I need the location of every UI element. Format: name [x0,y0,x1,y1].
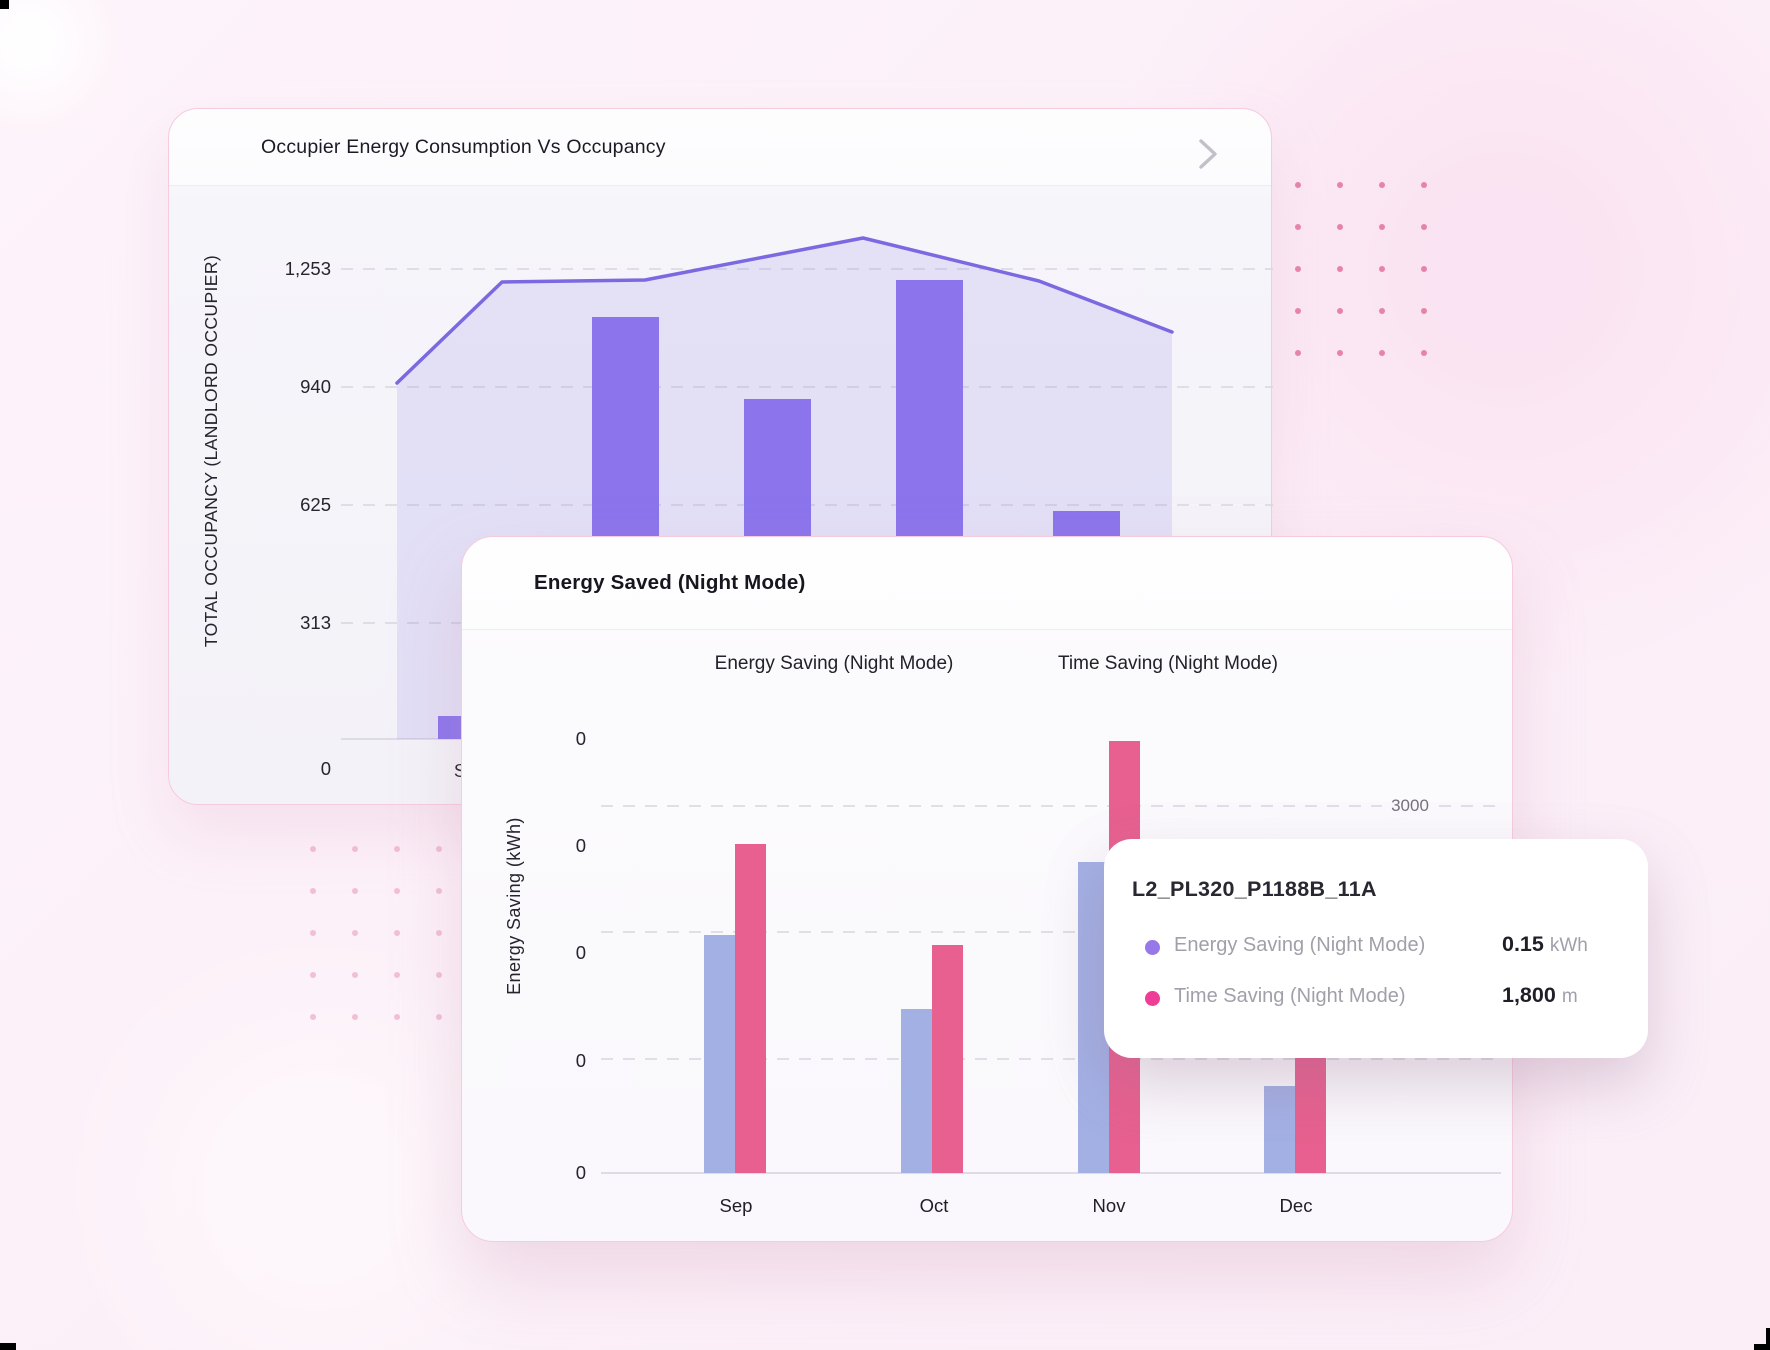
month-label-sep: Sep [719,1195,753,1216]
decorative-dot [309,1013,317,1021]
energy-y-tick: 0 [575,942,586,963]
occupancy-y-tick: 1,253 [284,258,331,279]
decorative-dot [1294,265,1302,273]
decorative-dot [1420,307,1428,315]
decorative-dot [351,887,359,895]
decorative-dot [435,929,443,937]
decorative-dot [309,971,317,979]
occupancy-y-tick: 0 [320,758,331,779]
right-axis-tick-3000: 3000 [1391,796,1429,815]
tooltip-value: 0.15 [1502,932,1544,956]
decorative-dot [1336,181,1344,189]
decorative-dot [393,971,401,979]
decorative-dot [309,929,317,937]
energy-y-tick: 0 [575,835,586,856]
month-label-nov: Nov [1092,1195,1126,1216]
tooltip-title: L2_PL320_P1188B_11A [1132,877,1377,901]
decorative-dot [1336,223,1344,231]
decorative-dot [1420,181,1428,189]
energy-saved-card-header: Energy Saved (Night Mode) [462,537,1512,630]
energy-y-tick: 0 [575,728,586,749]
decorative-dot [351,845,359,853]
energy-saving-bar [704,935,735,1173]
tooltip-label: Energy Saving (Night Mode) [1174,934,1426,956]
tooltip-value-group: 0.15 kWh [1502,932,1588,957]
month-label-dec: Dec [1279,1195,1313,1216]
column-header-time-saving: Time Saving (Night Mode) [1058,653,1278,674]
occupancy-y-tick: 313 [300,612,331,633]
occupancy-line [395,236,1174,385]
energy-saving-dot-icon [1145,940,1160,955]
corner-mark-bottom-right-vertical [1766,1328,1770,1350]
decorative-dot [1420,223,1428,231]
energy-y-tick: 0 [575,1050,586,1071]
energy-y-axis-title: Energy Saving (kWh) [504,817,524,995]
occupancy-y-tick: 940 [300,376,331,397]
tooltip-row-time: Time Saving (Night Mode) 1,800 m [1104,983,1648,1013]
decorative-dot [1294,181,1302,189]
decorative-dot [1294,307,1302,315]
decorative-dot [1294,223,1302,231]
energy-saved-card-title: Energy Saved (Night Mode) [534,571,806,594]
occupancy-y-tick: 625 [300,494,331,515]
decorative-dot [1336,265,1344,273]
tooltip-value: 1,800 [1502,983,1556,1007]
occupancy-card-header: Occupier Energy Consumption Vs Occupancy [169,109,1271,186]
tooltip-value-group: 1,800 m [1502,983,1578,1008]
decorative-dot [1378,307,1386,315]
occupancy-card-title: Occupier Energy Consumption Vs Occupancy [261,135,666,158]
time-saving-dot-icon [1145,991,1160,1006]
occupancy-y-axis-title: TOTAL OCCUPANCY (LANDLORD OCCUPIER) [201,254,221,648]
corner-mark-bottom-right-horizontal [1754,1344,1770,1350]
decorative-dot [1336,349,1344,357]
tooltip-label: Time Saving (Night Mode) [1174,985,1406,1007]
decorative-dot [1420,265,1428,273]
energy-saving-bar [901,1009,932,1173]
corner-mark-bottom-left [0,1343,16,1350]
month-label-oct: Oct [919,1195,949,1216]
chart-tooltip: L2_PL320_P1188B_11A Energy Saving (Night… [1104,839,1648,1058]
decorative-dot [1378,265,1386,273]
decorative-dot [309,845,317,853]
chevron-right-icon[interactable] [1197,137,1219,171]
time-saving-bar [1295,1058,1326,1173]
decorative-dot [1294,349,1302,357]
decorative-dot [351,971,359,979]
decorative-dot [351,1013,359,1021]
time-saving-bar [735,844,766,1173]
decorative-dot [1378,223,1386,231]
decorative-dot [1378,349,1386,357]
decorative-dot [393,887,401,895]
decorative-dot [435,845,443,853]
decorative-dot [1420,349,1428,357]
corner-mark-top-left [0,0,9,9]
decorative-dot [435,971,443,979]
decorative-dot [393,929,401,937]
decorative-dot [351,929,359,937]
decorative-dot [1378,181,1386,189]
tooltip-row-energy: Energy Saving (Night Mode) 0.15 kWh [1104,932,1648,962]
tooltip-unit: kWh [1549,935,1588,956]
time-saving-bar [932,945,963,1173]
decorative-dot [435,1013,443,1021]
decorative-dot [393,845,401,853]
column-header-energy-saving: Energy Saving (Night Mode) [714,653,954,674]
decorative-dot [1336,307,1344,315]
decorative-dot [393,1013,401,1021]
energy-y-tick: 0 [575,1162,586,1183]
tooltip-unit: m [1561,986,1578,1007]
energy-saving-bar [1264,1086,1295,1173]
decorative-dot [309,887,317,895]
decorative-dot [435,887,443,895]
